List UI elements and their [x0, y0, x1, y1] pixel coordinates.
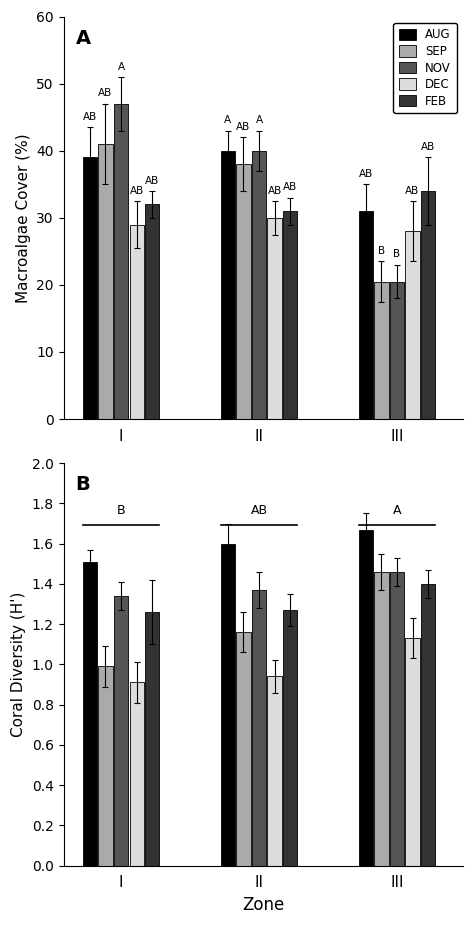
Bar — [405, 638, 419, 866]
Bar — [221, 151, 235, 419]
Text: AB: AB — [405, 186, 419, 196]
Bar — [98, 144, 113, 419]
Bar — [267, 676, 282, 866]
Bar — [358, 530, 373, 866]
Bar — [145, 204, 159, 419]
Text: B: B — [378, 246, 385, 256]
Text: A: A — [255, 116, 263, 125]
Bar — [98, 666, 113, 866]
Bar — [145, 612, 159, 866]
Bar — [114, 596, 128, 866]
Text: B: B — [393, 250, 401, 259]
Bar — [83, 561, 97, 866]
Text: A: A — [118, 62, 125, 71]
Y-axis label: Coral Diversity (H'): Coral Diversity (H') — [11, 592, 26, 737]
Text: AB: AB — [129, 186, 144, 196]
Bar — [283, 610, 297, 866]
Bar — [252, 151, 266, 419]
Text: AB: AB — [250, 504, 267, 517]
Text: B: B — [75, 475, 90, 494]
Text: AB: AB — [145, 176, 159, 186]
Text: AB: AB — [283, 182, 297, 192]
Bar — [390, 281, 404, 419]
Bar — [405, 231, 419, 419]
Bar — [421, 584, 435, 866]
Bar — [358, 211, 373, 419]
Text: A: A — [75, 29, 91, 48]
Text: A: A — [224, 116, 231, 125]
Text: AB: AB — [83, 112, 97, 122]
X-axis label: Zone: Zone — [242, 896, 284, 914]
Bar — [267, 217, 282, 419]
Bar — [421, 191, 435, 419]
Bar — [236, 632, 251, 866]
Bar — [114, 104, 128, 419]
Text: AB: AB — [359, 169, 373, 179]
Text: AB: AB — [267, 186, 282, 196]
Text: AB: AB — [99, 89, 113, 98]
Bar — [83, 157, 97, 419]
Bar — [283, 211, 297, 419]
Bar — [374, 281, 389, 419]
Text: AB: AB — [421, 142, 435, 152]
Bar — [390, 572, 404, 866]
Bar — [129, 225, 144, 419]
Bar — [221, 544, 235, 866]
Bar — [129, 683, 144, 866]
Text: AB: AB — [236, 122, 251, 132]
Bar — [252, 590, 266, 866]
Text: B: B — [117, 504, 126, 517]
Legend: AUG, SEP, NOV, DEC, FEB: AUG, SEP, NOV, DEC, FEB — [393, 22, 457, 114]
Bar — [236, 164, 251, 419]
Bar — [374, 572, 389, 866]
Y-axis label: Macroalgae Cover (%): Macroalgae Cover (%) — [16, 133, 31, 302]
Text: A: A — [392, 504, 401, 517]
